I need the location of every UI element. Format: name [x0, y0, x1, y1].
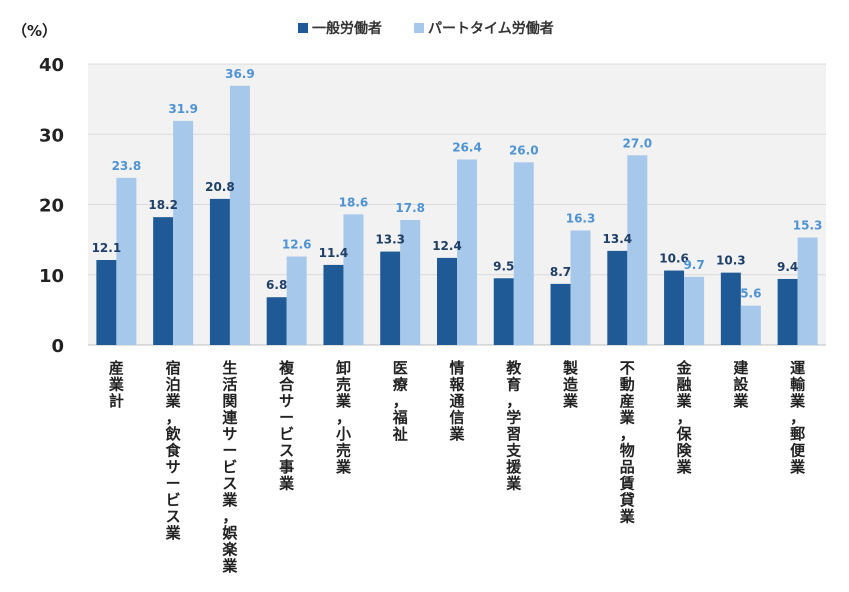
data-label-general: 18.2 [148, 198, 178, 212]
data-label-general: 10.3 [716, 254, 746, 268]
data-label-parttime: 26.4 [452, 141, 482, 155]
bars [96, 85, 818, 345]
bar-parttime [286, 256, 307, 345]
y-tick-label: 30 [39, 125, 64, 146]
legend-swatch-general [298, 23, 308, 33]
x-tick-label: 運輸業，郵便業 [789, 359, 806, 476]
bar-general [380, 251, 401, 345]
x-tick-label: 教育，学習支援業 [505, 359, 522, 493]
y-tick-label: 0 [51, 336, 64, 357]
data-label-parttime: 27.0 [623, 136, 653, 150]
x-tick-label: 生活関連サービス業，娯楽業 [221, 359, 238, 575]
data-label-general: 13.3 [375, 233, 405, 247]
bar-parttime [343, 214, 364, 345]
data-label-parttime: 15.3 [793, 219, 823, 233]
bar-parttime [457, 159, 477, 345]
bar-general [96, 259, 117, 345]
data-label-parttime: 31.9 [168, 102, 198, 116]
x-tick-label: 産業計 [108, 359, 125, 410]
bar-general [777, 278, 798, 345]
data-label-parttime: 36.9 [225, 67, 255, 81]
bar-general [266, 297, 287, 345]
y-tick-label: 10 [39, 266, 64, 287]
x-tick-label: 建設業 [732, 359, 749, 410]
legend-label-general: 一般労働者 [312, 20, 382, 37]
bar-parttime [400, 219, 421, 345]
bar-parttime [229, 85, 250, 345]
bar-parttime [173, 120, 194, 345]
bar-general [493, 278, 514, 345]
data-label-parttime: 9.7 [683, 258, 704, 272]
bar-general [323, 264, 344, 345]
data-labels: 12.1 23.8 18.2 31.9 20.8 36.9 6.8 12.6 11.4 18.6 1… [92, 67, 823, 301]
x-tick-label: 複合サービス事業 [278, 359, 295, 493]
legend: 一般労働者 パートタイム労働者 [298, 20, 554, 37]
bar-general [153, 217, 174, 345]
bar-general [664, 270, 685, 345]
y-axis-ticks: 0 10 20 30 40 [39, 55, 64, 357]
x-tick-label: 卸売業，小売業 [335, 359, 352, 476]
x-tick-label: 情報通信業 [448, 359, 465, 443]
bar-general [720, 272, 741, 345]
bar-parttime [627, 155, 648, 345]
bar-general [607, 250, 628, 345]
data-label-parttime: 12.6 [282, 237, 312, 251]
data-label-parttime: 23.8 [112, 159, 142, 173]
bar-general [550, 283, 571, 345]
data-label-general: 6.8 [266, 278, 287, 292]
bar-general [437, 257, 457, 345]
y-tick-label: 20 [39, 196, 64, 217]
data-label-general: 11.4 [319, 246, 349, 260]
bar-parttime [570, 230, 591, 345]
bar-general [209, 198, 230, 345]
data-label-parttime: 18.6 [339, 195, 369, 209]
x-tick-label: 金融業，保険業 [676, 359, 693, 476]
data-label-parttime: 5.6 [740, 287, 761, 301]
x-tick-label: 不動産業，物品賃貸業 [619, 359, 636, 526]
data-label-parttime: 17.8 [395, 201, 425, 215]
bar-parttime [116, 177, 137, 345]
data-label-general: 10.6 [659, 252, 689, 266]
bar-parttime [513, 162, 534, 345]
data-label-general: 8.7 [550, 265, 571, 279]
data-label-general: 20.8 [205, 180, 235, 194]
data-label-general: 12.1 [92, 241, 122, 255]
data-label-general: 9.4 [777, 260, 798, 274]
y-axis-unit-label: （%） [12, 22, 57, 40]
data-label-general: 9.5 [493, 259, 514, 273]
bar-parttime [740, 305, 761, 345]
x-tick-label: 宿泊業，飲食サービス業 [165, 359, 182, 542]
bar-parttime [684, 276, 705, 345]
y-tick-label: 40 [39, 55, 64, 76]
bar-parttime [797, 237, 818, 345]
data-label-parttime: 26.0 [509, 143, 539, 157]
data-label-general: 13.4 [603, 232, 633, 246]
legend-label-parttime: パートタイム労働者 [428, 20, 554, 37]
x-tick-label: 医療，福祉 [392, 359, 409, 443]
x-axis-ticks: 産業計 宿泊業，飲食サービス業 生活関連サービス業，娯楽業 複合サービス事業 卸売業，小… [108, 359, 806, 575]
legend-swatch-parttime [414, 23, 424, 33]
x-tick-label: 製造業 [562, 359, 579, 410]
data-label-general: 12.4 [432, 239, 462, 253]
data-label-parttime: 16.3 [566, 211, 596, 225]
